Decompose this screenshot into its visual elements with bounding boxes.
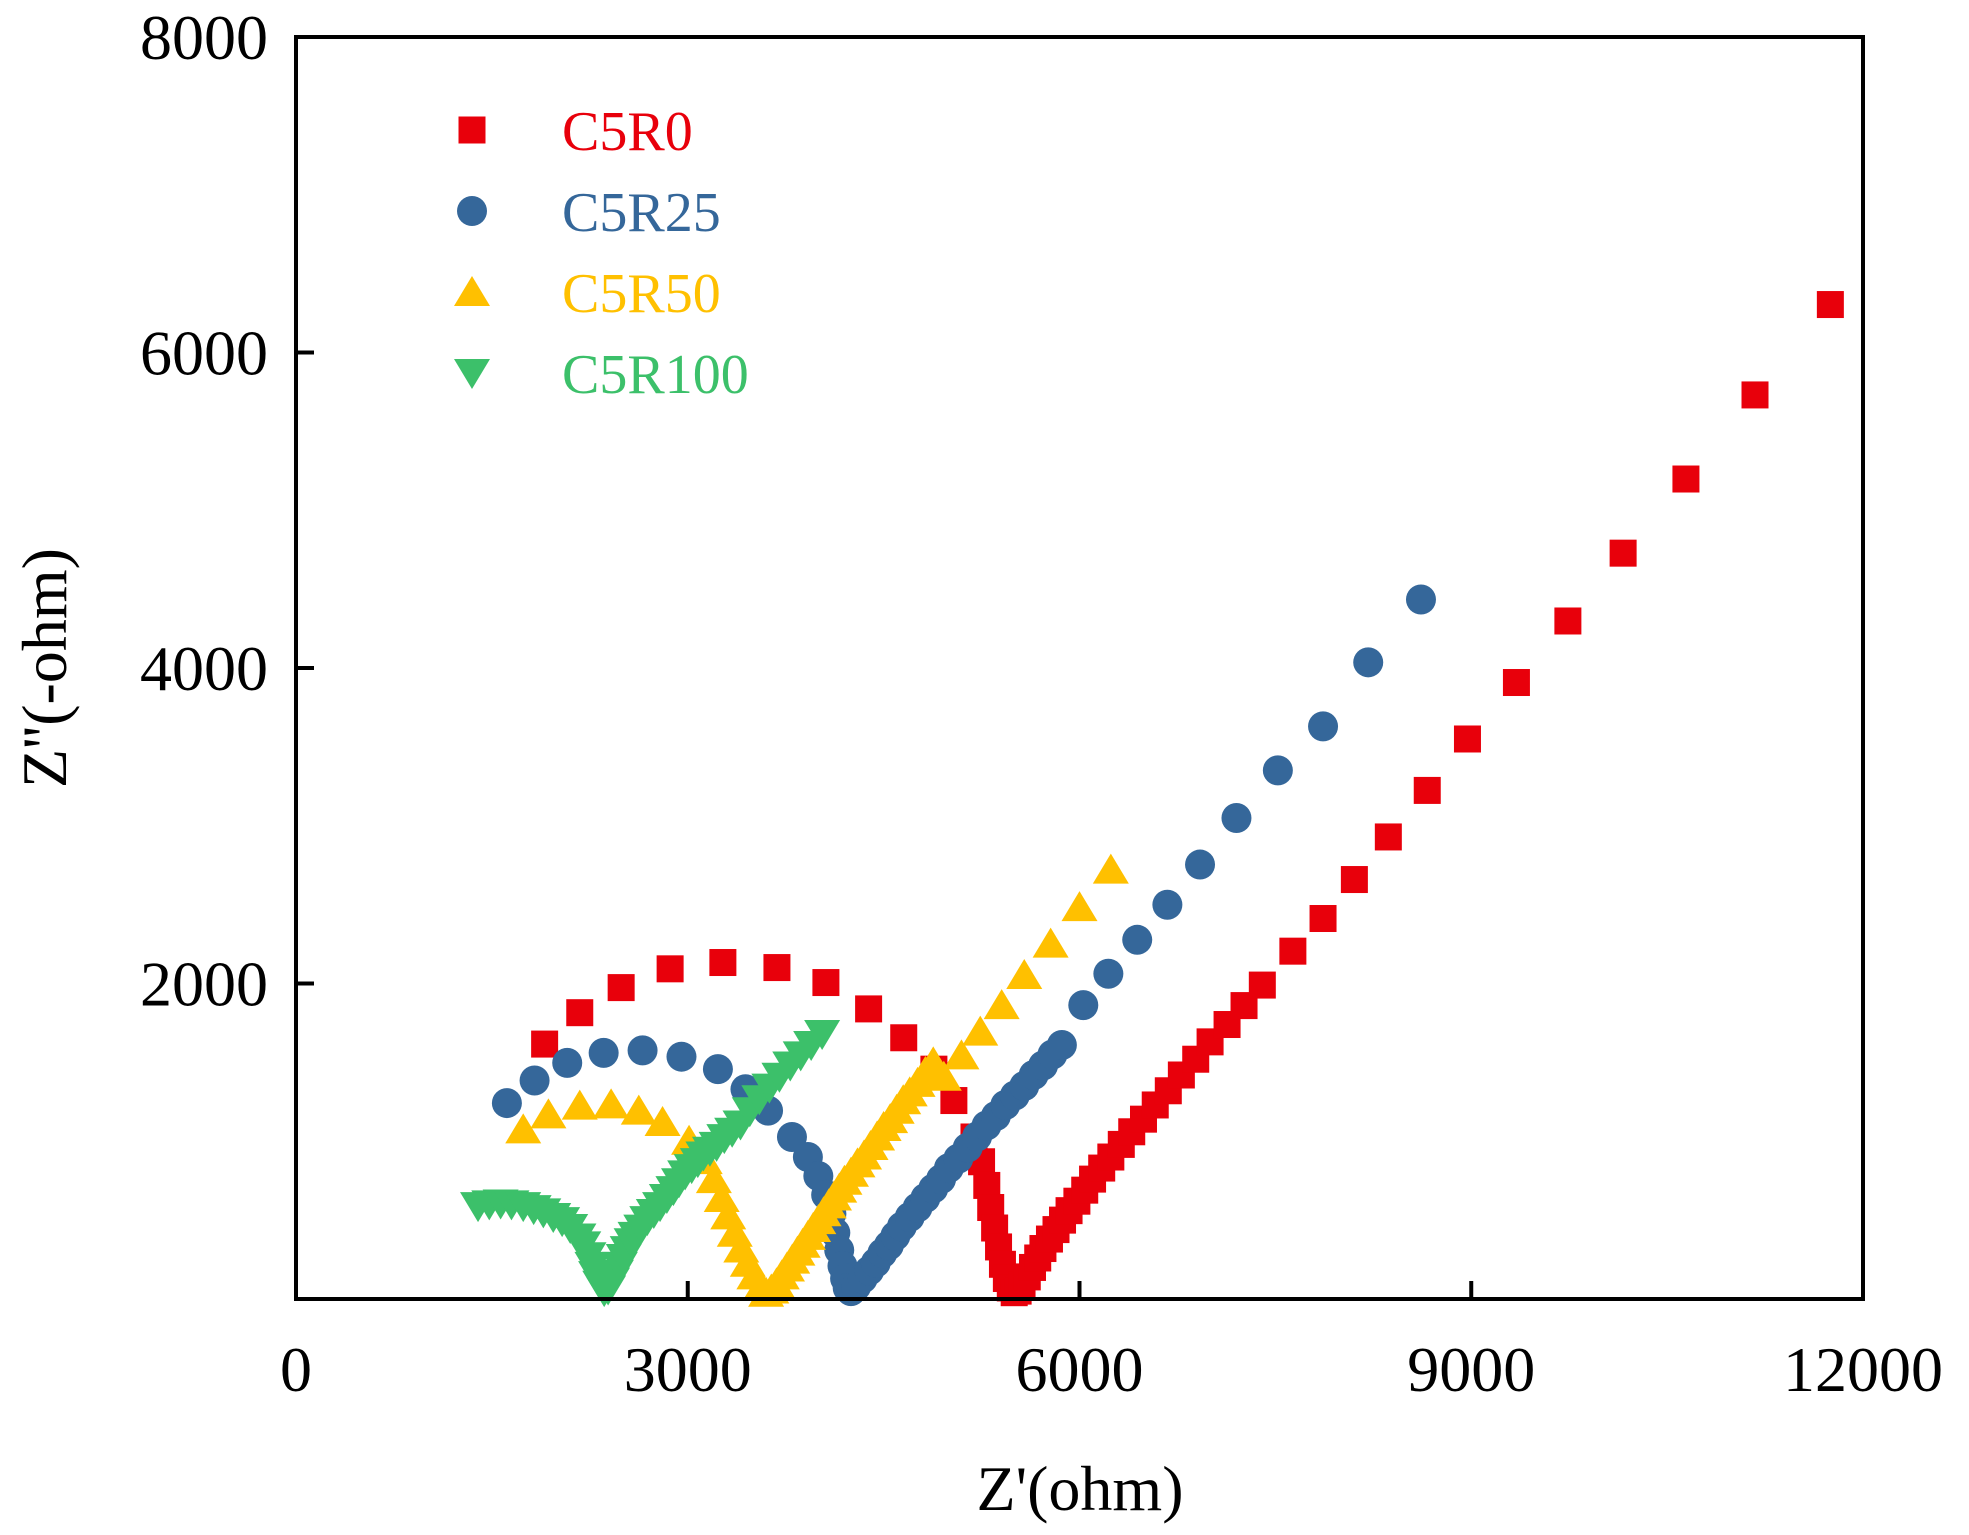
data-point: [1309, 905, 1337, 933]
data-point: [1061, 891, 1098, 922]
data-point: [531, 1030, 559, 1058]
legend-label: C5R0: [562, 101, 693, 163]
data-point: [505, 1113, 542, 1144]
x-tick-label: 0: [280, 1334, 312, 1405]
series-c5r50: [505, 853, 1129, 1307]
legend-label: C5R100: [562, 344, 749, 406]
x-tick-label: 9000: [1407, 1334, 1535, 1405]
data-point: [1006, 958, 1043, 989]
data-point: [1093, 958, 1124, 989]
data-point: [1221, 803, 1252, 834]
legend-item: C5R25: [457, 182, 721, 244]
data-point: [1032, 927, 1069, 958]
legend-item: C5R100: [454, 344, 749, 406]
data-point: [1152, 889, 1183, 920]
data-point: [552, 1047, 583, 1078]
data-point: [763, 954, 791, 982]
data-point: [1262, 755, 1293, 786]
x-tick-label: 3000: [624, 1334, 752, 1405]
legend-marker-triangle-down-icon: [454, 359, 490, 389]
data-point: [890, 1024, 918, 1052]
data-point: [855, 995, 883, 1023]
legend-marker-circle-icon: [457, 196, 487, 226]
data-point: [1672, 465, 1700, 493]
y-tick-label: 8000: [140, 2, 268, 73]
x-axis-title: Z'(ohm): [976, 1453, 1183, 1524]
data-point: [620, 1094, 657, 1125]
series-c5r0: [531, 291, 1844, 1307]
plot-frame: [294, 35, 1865, 1301]
data-point: [1405, 584, 1436, 615]
y-tick-label: 4000: [140, 633, 268, 704]
data-point: [940, 1087, 968, 1115]
data-point: [943, 1039, 980, 1070]
data-point: [1046, 1030, 1077, 1061]
data-point: [644, 1106, 681, 1137]
data-point: [1279, 937, 1307, 965]
y-axis-title: Z''(-ohm): [9, 548, 80, 788]
data-point: [1413, 776, 1441, 804]
data-point: [666, 1041, 697, 1072]
data-point: [804, 1019, 841, 1050]
legend-item: C5R50: [454, 263, 721, 325]
y-tick-label: 2000: [140, 949, 268, 1020]
data-point: [962, 1015, 999, 1046]
data-point: [1092, 853, 1129, 884]
data-point: [1340, 866, 1368, 894]
legend-item: C5R0: [458, 101, 693, 163]
data-point: [1353, 647, 1384, 678]
data-point: [1308, 711, 1339, 742]
x-tick-label: 6000: [1016, 1334, 1144, 1405]
data-point: [561, 1089, 598, 1120]
data-point: [925, 1060, 962, 1091]
data-point: [1185, 849, 1216, 880]
data-point: [1374, 823, 1402, 851]
legend-label: C5R25: [562, 182, 721, 244]
data-point: [812, 969, 840, 997]
legend-label: C5R50: [562, 263, 721, 325]
data-point: [1502, 669, 1530, 697]
data-point: [627, 1035, 658, 1066]
x-axis-ticks: 0 3000 6000 9000 12000: [280, 1281, 1943, 1405]
legend: C5R0 C5R25 C5R50 C5R100: [454, 101, 749, 406]
data-point: [593, 1088, 630, 1119]
data-marks: [460, 291, 1844, 1308]
data-point: [491, 1088, 522, 1119]
data-point: [607, 974, 635, 1002]
data-point: [1816, 291, 1844, 319]
data-point: [1453, 725, 1481, 753]
data-point: [1122, 924, 1153, 955]
data-point: [1554, 607, 1582, 635]
data-point: [702, 1054, 733, 1085]
data-point: [776, 1121, 807, 1152]
data-point: [519, 1065, 550, 1096]
data-point: [709, 949, 737, 977]
data-point: [1248, 971, 1276, 999]
y-axis-ticks: 2000 4000 6000 8000: [140, 2, 314, 1020]
x-tick-label: 12000: [1783, 1334, 1943, 1405]
data-point: [566, 999, 594, 1027]
legend-marker-triangle-up-icon: [454, 276, 490, 306]
data-point: [656, 955, 684, 983]
data-point: [588, 1037, 619, 1068]
data-point: [1609, 539, 1637, 567]
series-c5r100: [460, 1019, 841, 1308]
data-point: [1741, 381, 1769, 409]
data-point: [1068, 990, 1099, 1021]
y-tick-label: 6000: [140, 318, 268, 389]
data-point: [530, 1098, 567, 1129]
legend-marker-square-icon: [458, 116, 486, 144]
data-point: [983, 989, 1020, 1020]
